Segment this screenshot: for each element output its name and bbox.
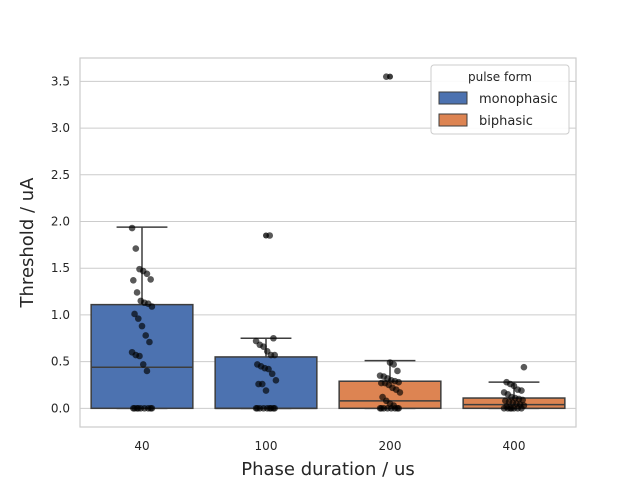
y-tick-labels: 0.0 0.5 1.0 1.5 2.0 2.5 3.0 3.5 <box>51 74 70 415</box>
y-axis-label: Threshold / uA <box>17 177 38 309</box>
y-tick-label: 1.5 <box>51 261 70 275</box>
data-point <box>131 310 138 318</box>
data-point <box>268 370 276 378</box>
data-point <box>518 387 525 394</box>
legend-label: biphasic <box>479 114 533 129</box>
data-point <box>136 352 143 360</box>
y-tick-label: 0.0 <box>51 401 70 415</box>
data-point <box>148 405 156 412</box>
y-tick-label: 3.5 <box>51 74 70 88</box>
data-point <box>128 224 136 232</box>
data-point <box>518 405 525 412</box>
data-point <box>266 232 274 239</box>
legend: pulse form monophasic biphasic <box>430 64 570 135</box>
data-point <box>258 380 266 388</box>
data-point <box>271 405 278 412</box>
data-point <box>139 361 147 368</box>
data-point <box>265 365 272 373</box>
data-point <box>272 376 280 384</box>
data-point <box>520 363 528 371</box>
y-tick-label: 1.0 <box>51 308 70 322</box>
data-point <box>134 315 142 322</box>
data-point <box>130 277 137 284</box>
data-point <box>133 289 141 296</box>
data-point <box>271 351 278 359</box>
data-point <box>142 332 150 339</box>
data-point <box>143 270 151 278</box>
x-tick-label: 40 <box>134 439 149 453</box>
x-tick-label: 100 <box>255 439 278 453</box>
strip-points <box>128 73 528 412</box>
data-point <box>395 405 402 412</box>
x-tick-label: 200 <box>379 439 402 453</box>
data-point <box>148 303 156 310</box>
data-point <box>262 387 270 394</box>
plot-frame <box>79 57 577 428</box>
y-tick-label: 0.5 <box>51 355 70 369</box>
data-point <box>254 405 261 412</box>
legend-label: monophasic <box>479 92 558 107</box>
x-tick-labels: 40 100 200 400 <box>134 439 525 453</box>
data-point <box>146 338 153 346</box>
data-point <box>134 405 142 412</box>
data-point <box>132 245 140 252</box>
data-point <box>395 378 402 386</box>
data-point <box>260 343 267 350</box>
data-point <box>508 405 515 412</box>
data-point <box>382 73 390 80</box>
y-tick-label: 2.0 <box>51 214 70 228</box>
data-point <box>143 367 151 375</box>
data-point <box>394 367 401 375</box>
box <box>214 356 318 410</box>
x-tick-label: 400 <box>503 439 526 453</box>
legend-title: pulse form <box>468 70 532 84</box>
data-point <box>378 405 385 412</box>
data-point <box>390 361 398 368</box>
data-point <box>396 389 404 396</box>
legend-swatch <box>438 91 468 105</box>
y-tick-label: 3.0 <box>51 121 70 135</box>
x-axis-label: Phase duration / us <box>241 459 415 480</box>
data-point <box>147 276 154 283</box>
data-point <box>138 322 146 330</box>
y-tick-label: 2.5 <box>51 168 70 182</box>
legend-swatch <box>438 113 468 127</box>
data-point <box>270 334 277 342</box>
